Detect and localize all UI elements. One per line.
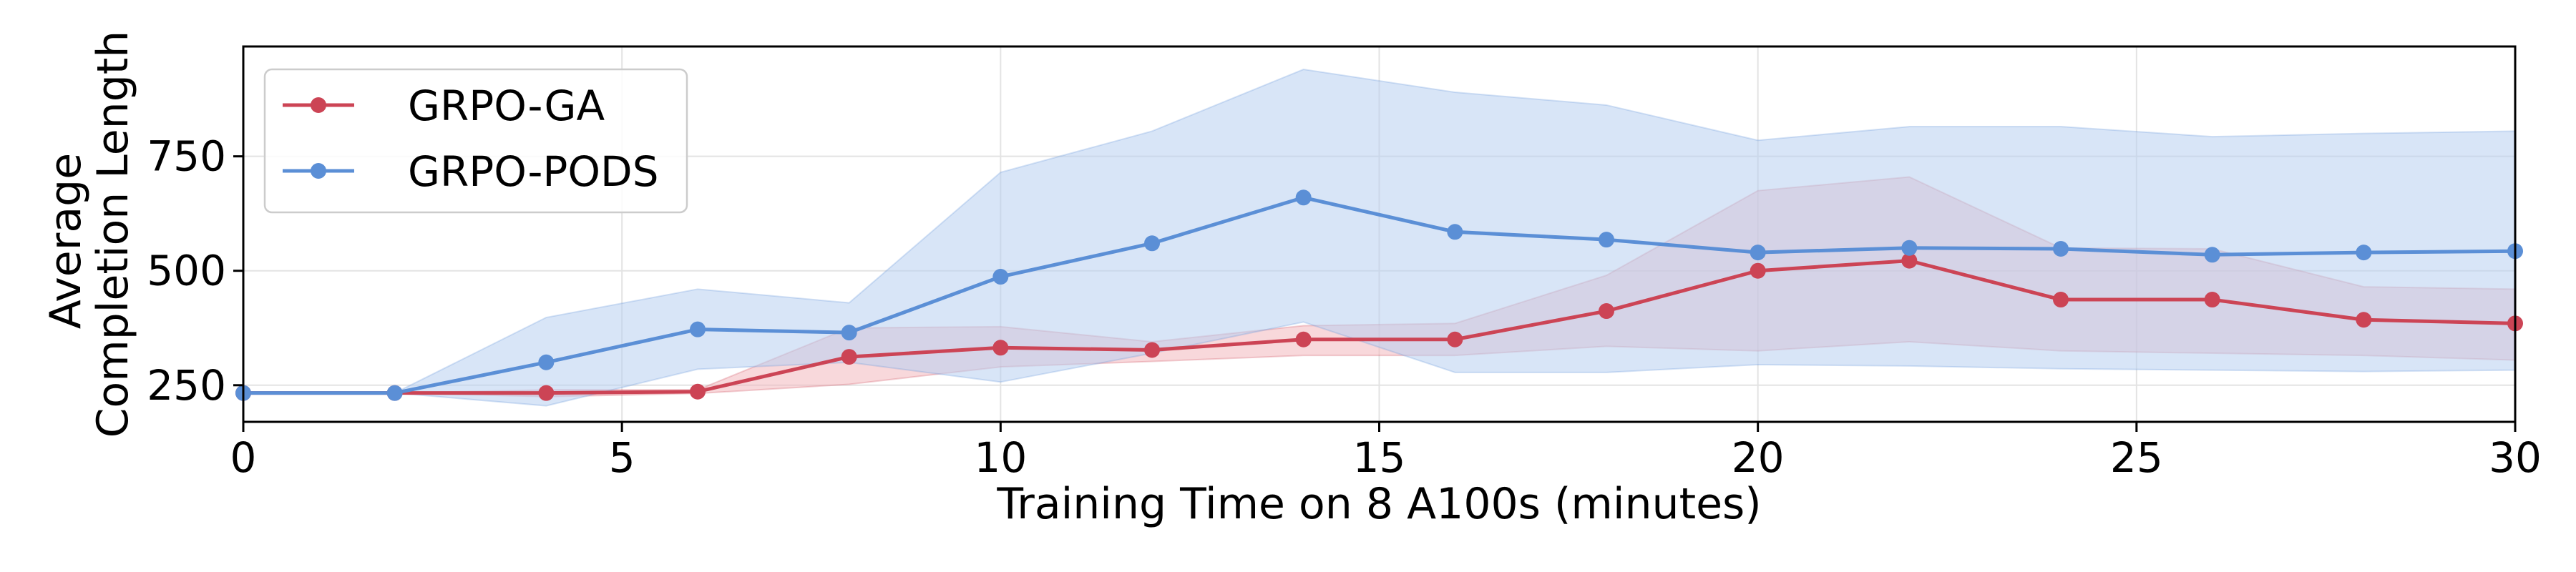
x-axis-ticks: 0 5 10 15 20 25 30 <box>230 422 2542 482</box>
series-line-0 <box>243 259 2516 395</box>
x-tick-label-5: 25 <box>2110 433 2163 482</box>
point-1-12 <box>2053 240 2069 257</box>
point-0-3 <box>690 383 706 400</box>
y-tick-label-2: 750 <box>147 132 226 181</box>
x-axis-label: Training Time on 8 A100s (minutes) <box>996 479 1761 529</box>
series-points <box>235 189 2523 401</box>
x-tick-label-4: 20 <box>1732 433 1785 482</box>
point-1-14 <box>2356 245 2372 261</box>
legend-label-0: GRPO-GA <box>408 82 605 130</box>
point-0-8 <box>1447 331 1463 347</box>
point-0-9 <box>1599 303 1614 320</box>
point-1-13 <box>2204 247 2220 263</box>
legend-box <box>263 68 688 214</box>
x-tick-label-0: 0 <box>230 433 257 482</box>
point-0-11 <box>1901 252 1918 269</box>
y-tick-label-1: 500 <box>147 247 226 295</box>
y-axis-label-line-2: Completion Length <box>88 31 138 438</box>
point-1-10 <box>1750 245 1766 261</box>
series-line-1 <box>243 195 2516 395</box>
legend-label-1: GRPO-PODS <box>408 147 659 196</box>
point-0-6 <box>1144 342 1160 358</box>
legend-marker-1 <box>311 163 326 179</box>
point-0-12 <box>2053 292 2069 308</box>
x-tick-label-6: 30 <box>2489 433 2542 482</box>
series-lines <box>243 195 2516 395</box>
point-1-2 <box>538 354 555 370</box>
point-0-4 <box>841 349 857 365</box>
x-tick-label-2: 10 <box>974 433 1027 482</box>
y-axis-ticks: 250 500 750 <box>147 132 243 410</box>
point-0-10 <box>1750 262 1766 279</box>
x-tick-label-1: 5 <box>609 433 635 482</box>
point-0-13 <box>2204 292 2220 308</box>
legend-marker-0 <box>311 97 326 113</box>
y-axis-label: Average Completion Length <box>41 31 138 438</box>
point-0-7 <box>1295 331 1312 347</box>
point-1-11 <box>1901 240 1918 256</box>
point-1-5 <box>992 269 1009 285</box>
legend: GRPO-GA GRPO-PODS <box>263 68 688 214</box>
point-1-9 <box>1599 232 1614 248</box>
point-1-3 <box>690 321 706 337</box>
point-0-5 <box>992 340 1009 356</box>
point-1-6 <box>1144 235 1160 252</box>
point-1-4 <box>841 325 857 341</box>
point-0-2 <box>538 385 555 401</box>
point-1-7 <box>1295 189 1312 206</box>
y-axis-label-line-1: Average <box>41 153 91 329</box>
point-1-8 <box>1447 224 1463 240</box>
y-tick-label-0: 250 <box>147 361 226 410</box>
point-1-1 <box>386 385 403 401</box>
point-0-14 <box>2356 312 2372 328</box>
x-tick-label-3: 15 <box>1353 433 1406 482</box>
